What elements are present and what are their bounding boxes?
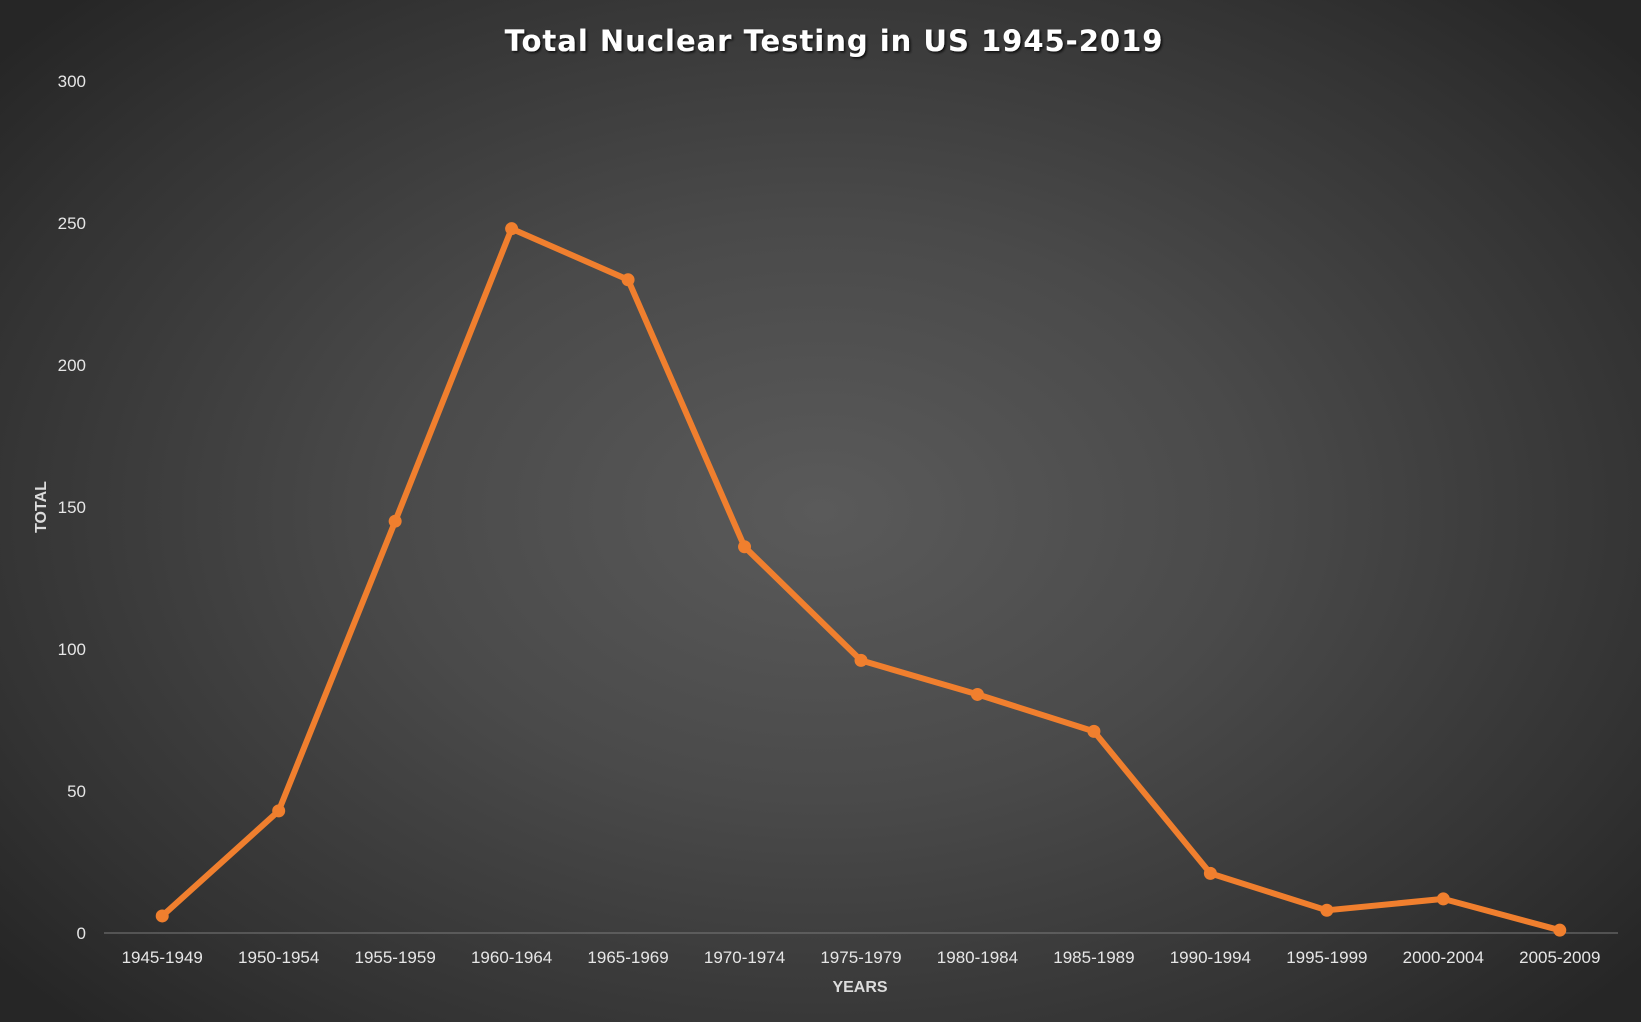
y-axis-title: TOTAL [33, 481, 50, 533]
series-line [159, 225, 1563, 934]
x-tick-label: 1980-1984 [937, 948, 1018, 967]
data-point [272, 804, 286, 818]
x-tick-label: 1970-1974 [704, 948, 785, 967]
y-tick-label: 200 [58, 356, 86, 375]
chart-title: Total Nuclear Testing in US 1945-2019 [505, 24, 1164, 58]
y-tick-label: 300 [58, 72, 86, 91]
x-tick-label: 1955-1959 [354, 948, 435, 967]
y-tick-label: 250 [58, 214, 86, 233]
data-point [970, 687, 984, 701]
data-point [1203, 866, 1217, 880]
data-point [1436, 892, 1450, 906]
data-point [1553, 923, 1567, 937]
data-point [621, 273, 635, 287]
data-point [1087, 724, 1101, 738]
x-tick-label: 1960-1964 [471, 948, 552, 967]
x-tick-label: 1985-1989 [1053, 948, 1134, 967]
x-tick-label: 1975-1979 [820, 948, 901, 967]
y-axis-tick-labels: 0 50 100 150 200 250 300 [58, 72, 86, 943]
x-axis-title: YEARS [832, 979, 887, 996]
data-point [1320, 903, 1334, 917]
x-tick-label: 1945-1949 [122, 948, 203, 967]
data-point [388, 514, 402, 528]
data-point [854, 653, 868, 667]
y-tick-label: 0 [77, 924, 86, 943]
y-tick-label: 50 [67, 782, 86, 801]
data-point [155, 909, 169, 923]
data-point [505, 222, 519, 236]
x-tick-label: 1950-1954 [238, 948, 319, 967]
series-layer [155, 222, 1567, 937]
y-tick-label: 150 [58, 498, 86, 517]
y-tick-label: 100 [58, 640, 86, 659]
x-tick-label: 1965-1969 [587, 948, 668, 967]
x-tick-label: 2000-2004 [1403, 948, 1484, 967]
x-tick-label: 2005-2009 [1519, 948, 1600, 967]
x-tick-label: 1990-1994 [1170, 948, 1251, 967]
data-point [738, 540, 752, 554]
x-tick-label: 1995-1999 [1286, 948, 1367, 967]
x-axis-tick-labels: 1945-1949 1950-1954 1955-1959 1960-1964 1965… [122, 948, 1601, 967]
